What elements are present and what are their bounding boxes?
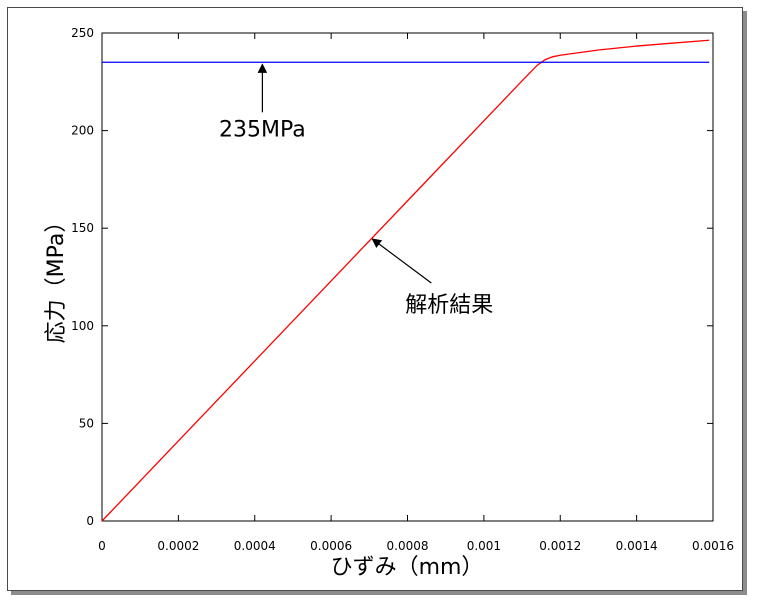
y-tick-label: 150 — [71, 221, 94, 235]
y-tick-label: 100 — [71, 319, 94, 333]
y-axis-title: 応力（MPa） — [44, 211, 69, 344]
x-tick-label: 0 — [98, 539, 106, 553]
y-tick-label: 0 — [86, 514, 94, 528]
x-axis-title: ひずみ（mm） — [331, 555, 484, 580]
x-tick-label: 0.0016 — [692, 539, 734, 553]
y-tick-label: 200 — [71, 124, 94, 138]
y-tick-label: 250 — [71, 26, 94, 40]
chart-frame — [7, 7, 743, 591]
x-tick-label: 0.0006 — [310, 539, 352, 553]
ticks-layer: 0 0.0002 0.0004 0.0006 0.0008 0.001 0.0012 0.00… — [71, 26, 734, 553]
y-tick-label: 50 — [79, 416, 94, 430]
x-tick-label: 0.0014 — [616, 539, 658, 553]
x-tick-label: 0.0002 — [157, 539, 199, 553]
x-tick-label: 0.0008 — [387, 539, 429, 553]
plot-area — [101, 32, 714, 522]
series-line — [101, 39, 710, 522]
x-tick-label: 0.0012 — [539, 539, 581, 553]
annotation-arrow-result — [371, 238, 432, 284]
annotations-layer: 235MPa 解析結果 — [219, 63, 493, 318]
annotation-label-result: 解析結果 — [405, 293, 493, 318]
annotation-label-235: 235MPa — [219, 117, 306, 142]
series-layer — [101, 39, 710, 522]
x-tick-label: 0.001 — [467, 539, 501, 553]
x-tick-label: 0.0004 — [234, 539, 276, 553]
